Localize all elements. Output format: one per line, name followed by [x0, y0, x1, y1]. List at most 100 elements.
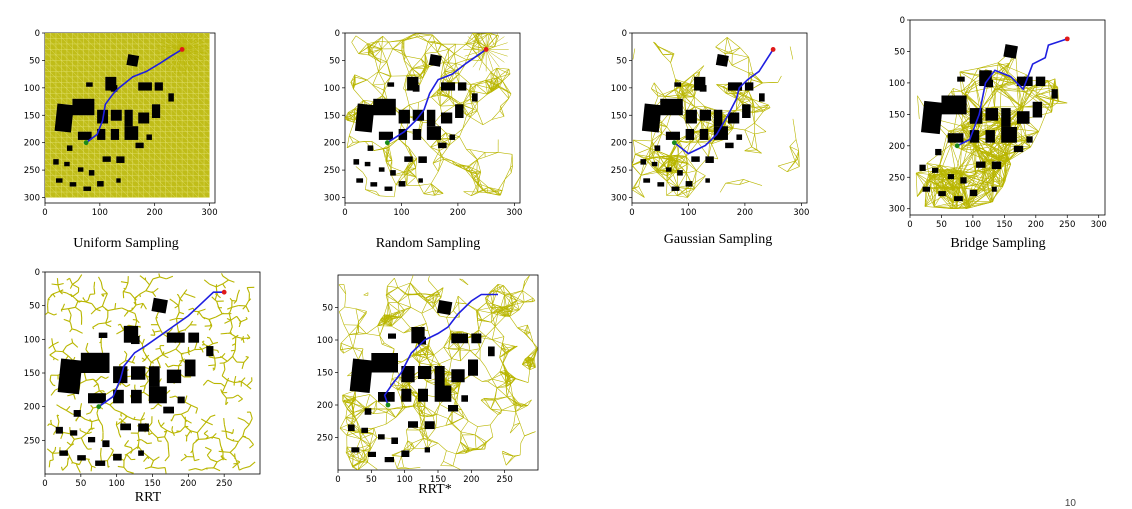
obstacle-building: [110, 128, 120, 140]
obstacle-building: [685, 128, 695, 140]
obstacle-building: [691, 156, 700, 162]
obstacle-building: [378, 434, 385, 440]
obstacle-building: [1003, 44, 1018, 59]
planned-path: [956, 38, 1068, 147]
obstacle-building: [378, 131, 393, 140]
obstacle-building: [985, 79, 994, 88]
obstacle-building: [353, 159, 360, 165]
goal-point: [221, 289, 227, 295]
y-tick-label: 150: [889, 110, 905, 120]
obstacle-building: [957, 76, 965, 82]
x-tick-label: 150: [430, 475, 446, 485]
x-tick-label: 0: [42, 208, 47, 218]
obstacle-building: [391, 437, 398, 444]
x-tick-label: 200: [463, 475, 479, 485]
obstacle-building: [154, 82, 163, 91]
obstacle-building: [113, 389, 124, 404]
obstacle-building: [677, 170, 683, 176]
obstacle-building: [138, 423, 149, 432]
obstacle-building: [455, 104, 464, 118]
y-tick-label: 100: [317, 336, 333, 346]
y-tick-label: 250: [317, 434, 333, 444]
obstacle-building: [1016, 111, 1030, 124]
obstacle-building: [59, 450, 68, 456]
x-tick-label: 200: [147, 208, 163, 218]
x-tick-label: 0: [335, 475, 340, 485]
obstacle-building: [354, 103, 375, 133]
y-tick-label: 50: [616, 56, 627, 66]
x-tick-label: 150: [144, 479, 160, 489]
obstacle-building: [1032, 101, 1043, 118]
obstacle-building: [69, 182, 77, 187]
obstacle-building: [72, 98, 95, 116]
start-point: [83, 140, 89, 146]
obstacle-building: [715, 54, 729, 67]
obstacle-building: [384, 186, 393, 191]
obstacle-building: [1026, 136, 1033, 143]
obstacle-building: [641, 103, 662, 133]
obstacle-building: [736, 134, 743, 140]
x-tick-label: 50: [366, 475, 377, 485]
obstacle-building: [398, 128, 408, 140]
obstacle-building: [64, 161, 70, 167]
obstacle-building: [131, 389, 142, 404]
obstacle-building: [674, 82, 682, 87]
y-tick-label: 300: [324, 194, 340, 204]
obstacle-building: [131, 366, 146, 380]
rrt-plot: 0 50 100 150 200 250 0 50 100 150 200 250: [24, 268, 270, 490]
obstacle-building: [113, 453, 122, 461]
obstacle-building: [759, 93, 765, 102]
obstacle-building: [124, 109, 133, 127]
obstacle-building: [424, 421, 435, 430]
x-tick-label: 50: [936, 220, 947, 230]
obstacle-building: [1001, 108, 1011, 127]
obstacle-building: [699, 128, 709, 140]
x-tick-label: 100: [397, 475, 413, 485]
obstacle-building: [368, 451, 376, 457]
rrt-star-plot: 0 50 100 150 200 250 50 100 150 200 250: [317, 268, 545, 490]
y-tick-label: 100: [889, 79, 905, 89]
start-point: [954, 143, 960, 149]
x-tick-label: 200: [1028, 220, 1044, 230]
obstacle-building: [412, 109, 425, 121]
obstacle-building: [148, 386, 167, 404]
y-tick-label: 0: [900, 16, 905, 26]
obstacle-building: [920, 100, 944, 135]
start-point: [384, 140, 390, 146]
x-tick-label: 200: [450, 208, 466, 218]
start-point: [385, 402, 391, 408]
obstacle-building: [131, 335, 140, 345]
obstacle-building: [426, 126, 441, 140]
bridge-sampling-caption: Bridge Sampling: [950, 236, 1046, 251]
x-tick-label: 0: [42, 479, 47, 489]
obstacle-building: [932, 167, 939, 173]
x-tick-label: 50: [75, 479, 86, 489]
x-tick-label: 250: [497, 475, 513, 485]
obstacle-building: [651, 161, 658, 167]
obstacle-building: [401, 366, 415, 383]
obstacle-building: [727, 112, 740, 124]
y-tick-label: 250: [24, 436, 40, 446]
obstacle-building: [448, 405, 458, 412]
y-tick-label: 50: [322, 304, 333, 314]
obstacle-building: [77, 455, 86, 461]
obstacle-building: [398, 109, 410, 124]
obstacle-building: [361, 427, 368, 433]
planned-path: [85, 48, 183, 144]
uniform-sampling-caption: Uniform Sampling: [73, 236, 179, 251]
goal-point: [179, 47, 185, 52]
obstacle-building: [699, 109, 712, 121]
obstacle-building: [105, 76, 117, 91]
obstacle-building: [57, 358, 83, 395]
x-tick-label: 200: [737, 208, 753, 218]
obstacle-building: [685, 181, 693, 187]
obstacle-building: [947, 133, 964, 143]
obstacle-building: [110, 85, 118, 92]
planned-path: [673, 49, 774, 155]
obstacle-building: [418, 156, 427, 163]
obstacle-building: [98, 332, 108, 338]
obstacle-building: [725, 142, 734, 149]
